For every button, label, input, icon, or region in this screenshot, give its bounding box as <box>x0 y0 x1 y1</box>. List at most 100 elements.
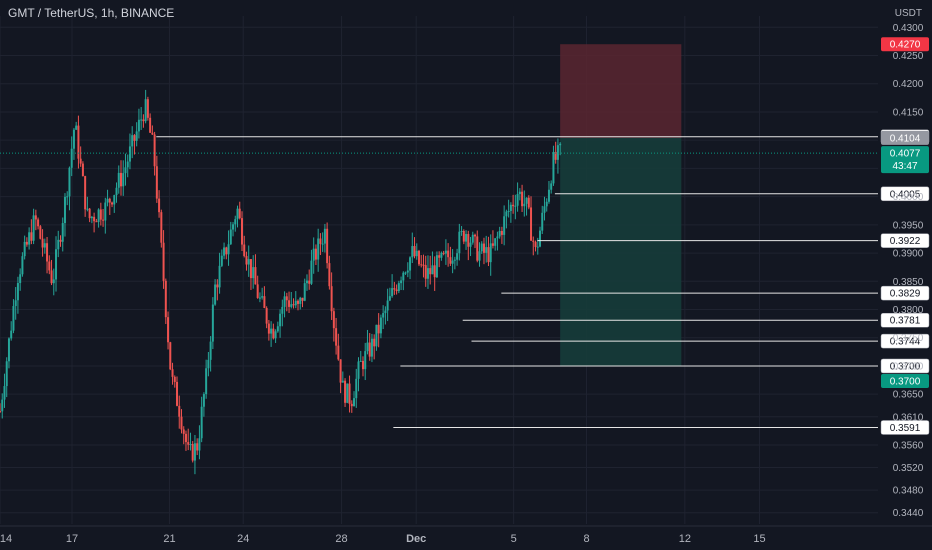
candle-body <box>240 218 243 245</box>
candle-body <box>314 248 317 260</box>
stop-loss-zone <box>560 44 682 138</box>
candle-body <box>379 317 382 334</box>
candle-body <box>395 289 398 292</box>
level-label: 0.3591 <box>890 423 921 434</box>
candle-body <box>232 224 235 230</box>
candle-body <box>72 129 75 149</box>
level-label-bg <box>880 333 930 349</box>
candle-body <box>516 194 519 206</box>
candle-body <box>37 219 40 227</box>
level-label-bg <box>880 358 930 374</box>
candle-body <box>541 212 544 231</box>
candle-body <box>218 265 221 288</box>
candle-body <box>440 252 443 258</box>
candle-body <box>3 386 6 400</box>
candle-body <box>256 284 259 298</box>
y-tick-label: 0.4300 <box>893 23 924 34</box>
stop-price-tag-bg <box>881 37 929 52</box>
candle-body <box>0 411 1 413</box>
candle-body <box>460 230 463 232</box>
candle-body <box>442 252 445 254</box>
current-price-tag: 0.4077 <box>890 149 921 160</box>
candle-body <box>234 219 237 225</box>
candle-body <box>402 272 405 281</box>
candle-body <box>465 234 468 242</box>
candle-body <box>229 229 232 245</box>
candle-body <box>370 338 373 357</box>
candle-body <box>279 313 282 327</box>
candle-body <box>335 328 338 346</box>
candle-body <box>505 211 508 217</box>
y-tick-label: 0.4250 <box>893 51 924 62</box>
candle-body <box>39 226 42 239</box>
candle-body <box>75 125 78 130</box>
candle-body <box>368 342 371 357</box>
candle-body <box>196 443 199 451</box>
x-tick-label: 8 <box>583 533 589 545</box>
candle-body <box>66 196 69 198</box>
candle-body <box>61 223 64 242</box>
candle-body <box>514 205 517 207</box>
symbol-title: GMT / TetherUS, 1h, BINANCE <box>8 6 175 20</box>
candle-body <box>93 216 96 222</box>
candle-body <box>409 257 412 271</box>
candle-body <box>294 300 297 306</box>
candle-body <box>84 176 87 210</box>
candle-body <box>411 246 414 258</box>
candle-body <box>364 351 367 370</box>
candle-body <box>503 216 506 235</box>
candle-body <box>81 163 84 177</box>
candle-body <box>532 240 535 242</box>
candle-body <box>393 288 396 290</box>
candle-body <box>458 231 461 254</box>
y-tick-label: 0.3440 <box>893 508 924 519</box>
x-tick-label: 14 <box>0 533 12 545</box>
candle-body <box>301 297 304 301</box>
candle-body <box>126 161 129 168</box>
candle-body <box>119 172 122 187</box>
candle-body <box>554 151 557 160</box>
candle-body <box>164 280 167 318</box>
candle-body <box>538 230 541 247</box>
candle-body <box>556 145 559 160</box>
y-tick-label: 0.3800 <box>893 305 924 316</box>
candle-body <box>476 236 479 261</box>
candle-body <box>509 204 512 211</box>
y-tick-label: 0.4150 <box>893 107 924 118</box>
y-tick-label: 0.4000 <box>893 192 924 203</box>
candle-body <box>355 378 358 399</box>
candle-body <box>413 246 416 257</box>
candle-body <box>144 99 147 122</box>
candle-body <box>187 442 190 445</box>
candle-body <box>270 328 273 334</box>
level-label: 0.3922 <box>890 236 921 247</box>
candle-body <box>498 230 501 237</box>
candle-body <box>353 398 356 407</box>
candle-body <box>328 263 331 287</box>
candle-body <box>319 238 322 244</box>
candle-body <box>357 361 360 379</box>
candle-body <box>25 241 28 245</box>
candle-body <box>431 265 434 275</box>
candle-body <box>128 146 131 162</box>
candle-body <box>391 288 394 297</box>
candle-body <box>346 383 349 403</box>
candle-body <box>142 119 145 122</box>
candle-body <box>337 345 340 360</box>
candle-body <box>223 247 226 256</box>
candle-body <box>422 264 425 266</box>
candle-body <box>214 284 217 305</box>
candle-body <box>95 221 98 223</box>
candle-body <box>265 307 268 324</box>
x-tick-label: 21 <box>163 533 175 545</box>
level-label: 0.3781 <box>890 316 921 327</box>
candle-body <box>433 265 436 278</box>
candle-body <box>243 244 246 256</box>
candle-body <box>50 270 53 284</box>
candle-body <box>155 166 158 199</box>
candle-body <box>198 438 201 451</box>
candle-body <box>184 433 187 443</box>
candle-body <box>552 151 555 184</box>
candle-body <box>523 203 526 207</box>
